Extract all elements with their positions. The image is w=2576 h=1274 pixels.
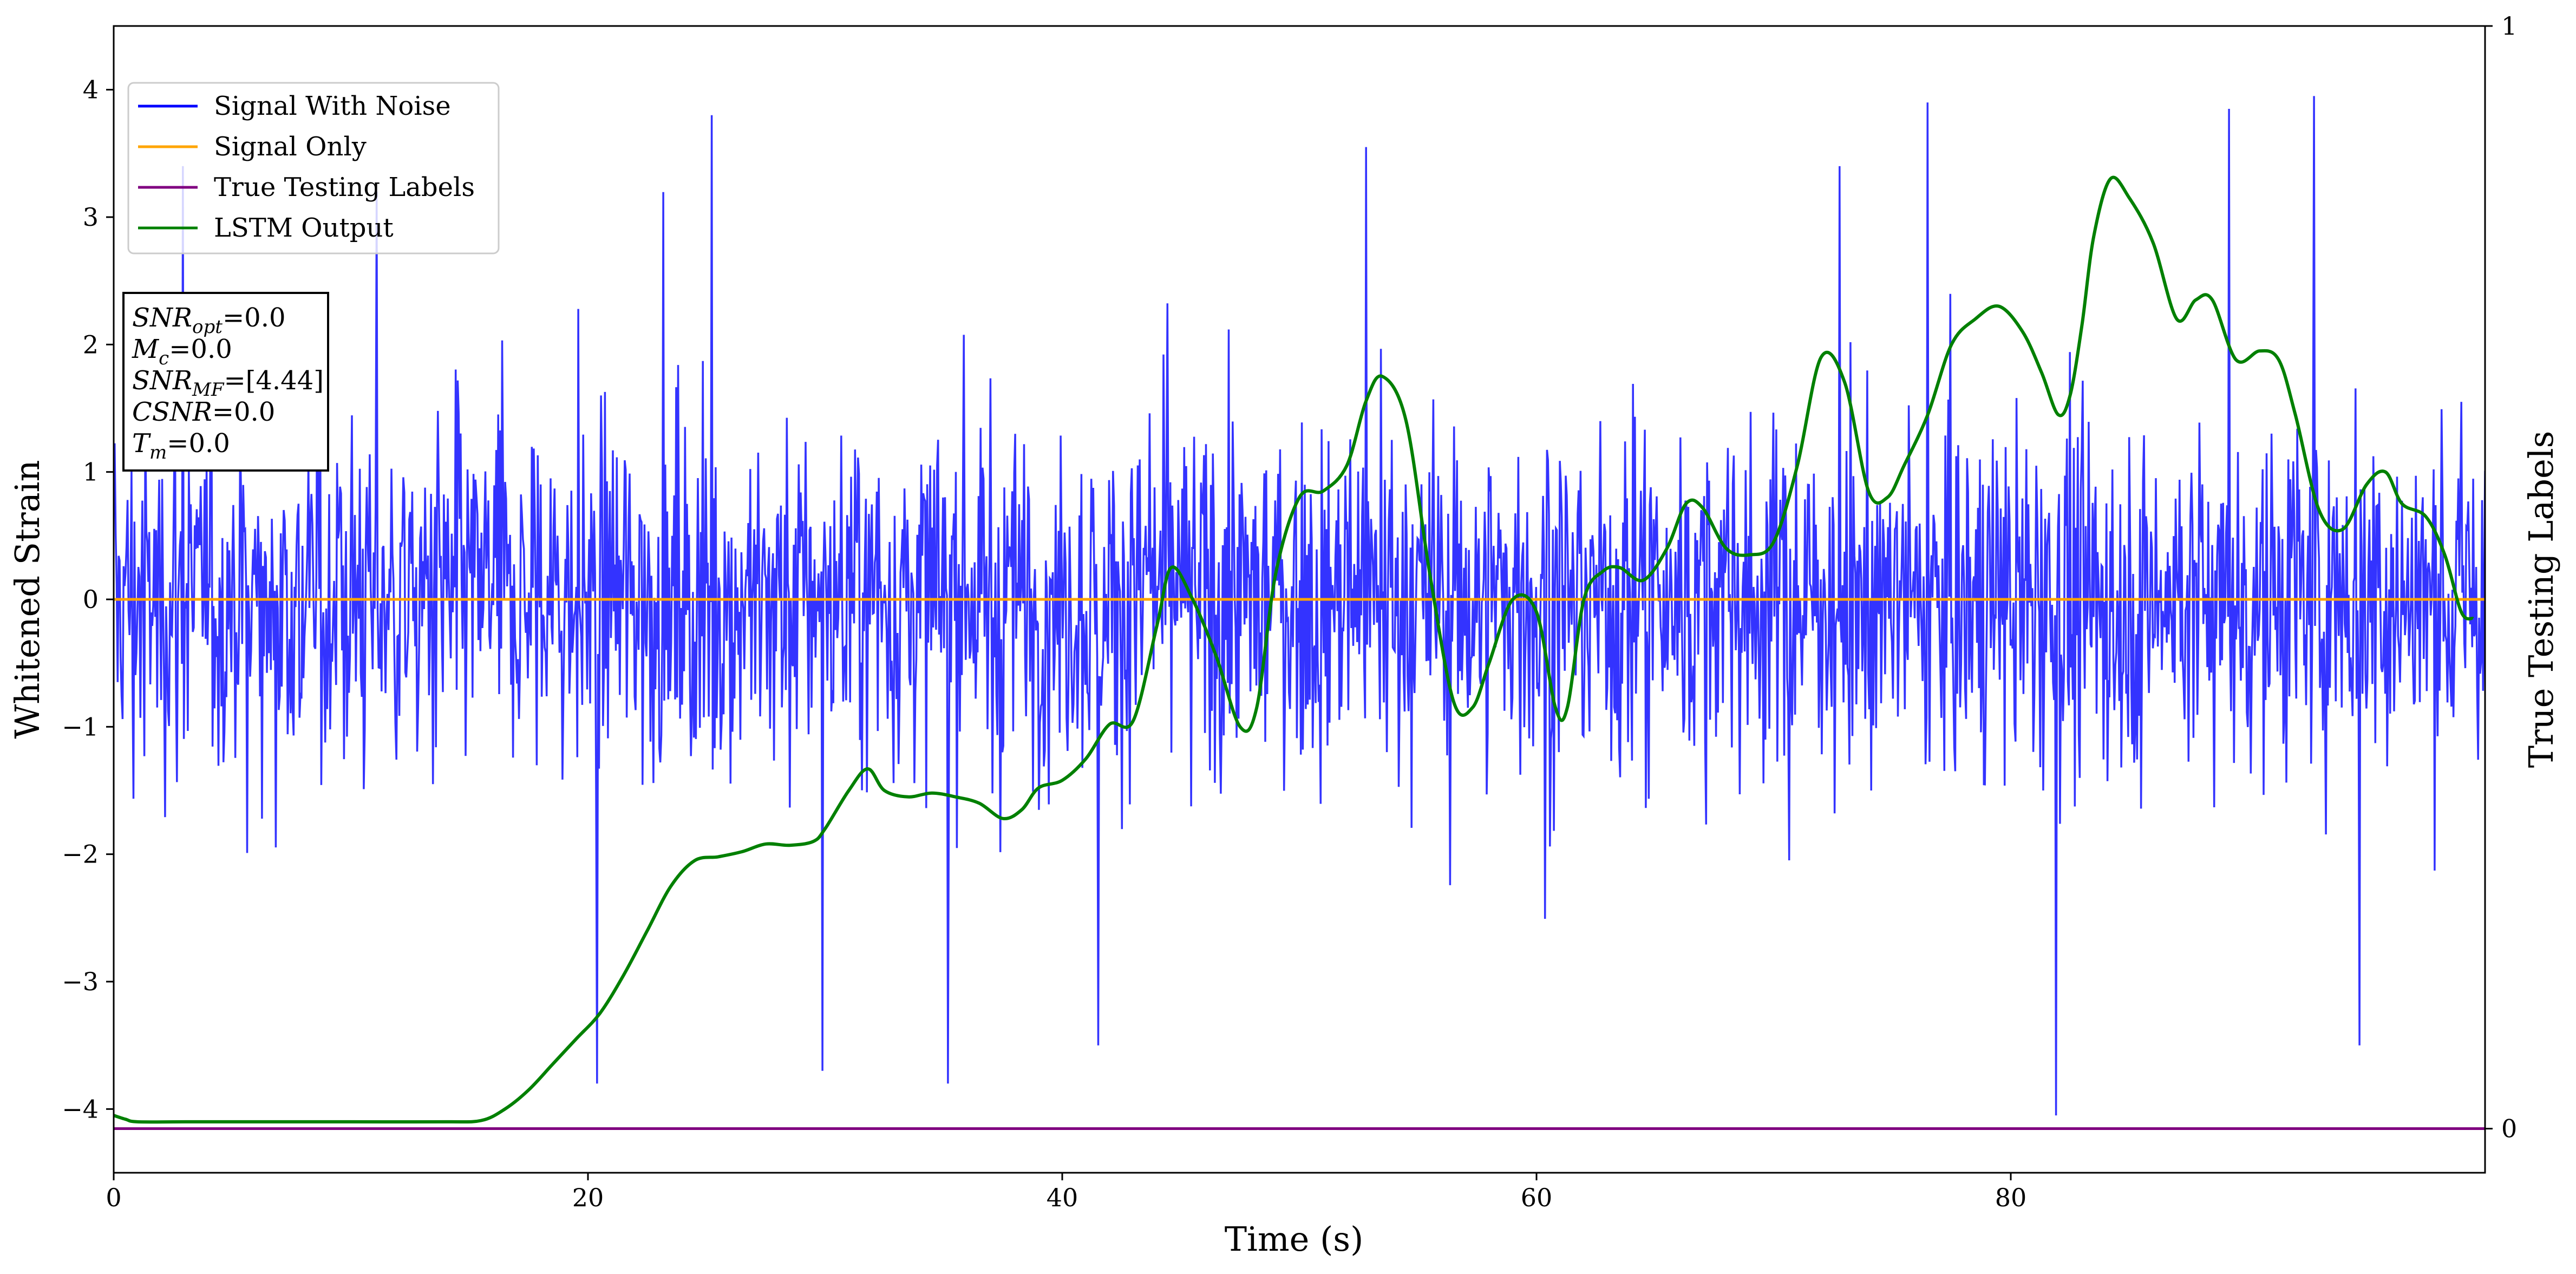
y2-tick-label: 0: [2501, 1114, 2517, 1144]
x-axis-label: Time (s): [1225, 1219, 1364, 1259]
x-axis-ticks: 0 20 40 60 80: [106, 1173, 2026, 1212]
info-box-frame: [122, 292, 329, 472]
mc-line: Mc=0.0: [132, 334, 232, 369]
y-tick-label: 4: [83, 75, 99, 104]
y-tick-label: −4: [62, 1094, 99, 1123]
legend-label-signal-with-noise: Signal With Noise: [214, 91, 451, 121]
noise-series: [114, 96, 2485, 1116]
info-box: SNRopt=0.0 Mc=0.0 SNRMF=[4.44] CSNR=0.0 …: [122, 292, 329, 472]
snr-mf-line: SNRMF=[4.44]: [132, 365, 324, 401]
lstm-output-line: [114, 175, 2474, 1124]
x-tick-label: 20: [572, 1183, 604, 1212]
legend-label-true-testing-labels: True Testing Labels: [214, 172, 475, 202]
snr-opt-line: SNRopt=0.0: [132, 303, 286, 338]
signal-with-noise-line: [114, 96, 2485, 1116]
x-tick-label: 0: [106, 1183, 121, 1212]
y2-tick-label: 1: [2501, 11, 2517, 41]
x-tick-label: 60: [1521, 1183, 1553, 1212]
y-tick-label: −1: [62, 712, 99, 741]
y-tick-label: 0: [83, 585, 99, 614]
legend-box: [127, 82, 500, 254]
y-tick-label: 1: [83, 458, 99, 487]
y-tick-label: −3: [62, 967, 99, 996]
legend-label-signal-only: Signal Only: [214, 132, 367, 162]
y-tick-label: −2: [62, 840, 99, 869]
tm-line: Tm=0.0: [132, 428, 230, 463]
legend-label-lstm-output: LSTM Output: [214, 213, 394, 243]
y2-axis-ticks: 01: [2485, 11, 2517, 1144]
y2-axis-label: True Testing Labels: [2521, 431, 2561, 768]
y-axis-label: Whitened Strain: [8, 460, 47, 739]
y-axis-ticks: −4 −3 −2 −1 0 1 2 3 4: [62, 75, 114, 1123]
legend: Signal With Noise Signal Only True Testi…: [127, 82, 500, 254]
y-tick-label: 2: [83, 330, 99, 359]
x-tick-label: 80: [1995, 1183, 2027, 1212]
y-tick-label: 3: [83, 202, 99, 232]
csnr-line: CSNR=0.0: [132, 397, 275, 427]
x-tick-label: 40: [1047, 1183, 1078, 1212]
